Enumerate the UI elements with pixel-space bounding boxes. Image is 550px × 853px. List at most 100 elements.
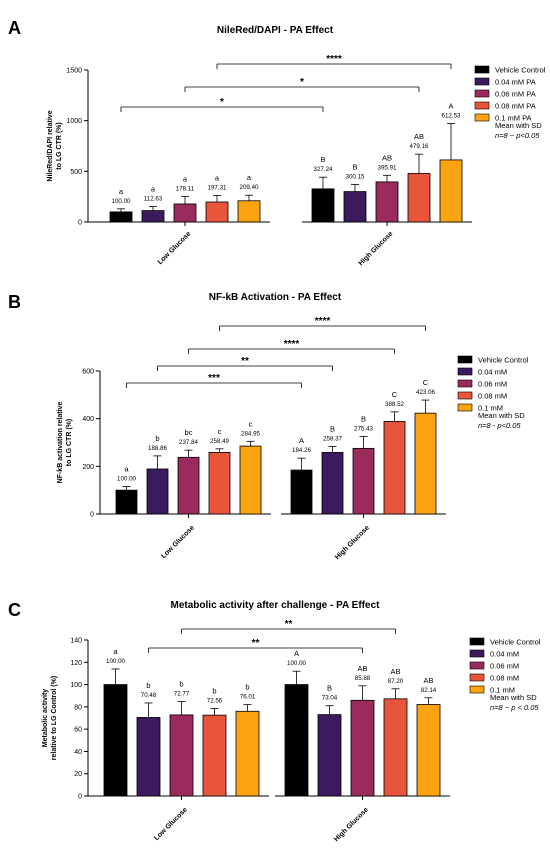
bar [103,684,128,797]
legend-swatch [469,673,485,682]
value-label: 423.06 [416,389,435,396]
significance-letter: A [294,649,299,658]
value-label: 275.43 [354,425,373,432]
significance-letter: B [330,424,335,433]
bar [239,445,262,515]
bar [146,468,169,515]
bar [141,210,165,223]
y-tick-label: 120 [70,660,82,667]
y-axis-label: NileRed/DAPI relative to LG CTR (%) [47,110,63,181]
significance-letter: C [423,378,429,387]
comparison-label: ** [252,638,260,649]
comparison-label: ** [285,619,293,630]
significance-letter: B [320,155,325,164]
significance-letter: c [218,427,222,436]
chart-title: Metabolic activity after challenge - PA … [171,600,381,611]
bar [352,447,375,515]
bar [317,714,342,797]
significance-letter: AB [423,676,433,685]
bar [237,200,261,223]
value-label: 388.52 [385,401,404,408]
significance-letter: a [119,187,124,196]
bar [208,451,231,515]
value-label: 76.01 [240,694,256,701]
value-label: 395.91 [378,164,397,171]
value-label: 73.04 [322,695,338,702]
comparison-label: * [300,77,304,88]
x-group-label: Low Glucose [160,524,196,560]
y-tick-label: 140 [70,638,82,645]
legend-swatch [457,367,473,376]
value-label: 87.20 [388,678,404,685]
y-tick-label: 1000 [66,118,82,125]
bar [235,710,260,797]
significance-letter: b [179,680,183,689]
significance-letter: b [146,681,150,690]
y-tick-label: 20 [74,771,82,778]
significance-letter: A [299,436,304,445]
bar [383,421,406,515]
y-tick-label: 200 [82,464,94,471]
value-label: 237.84 [179,439,198,446]
significance-letter: bc [185,428,193,437]
legend-swatch [474,89,490,98]
value-label: 284.95 [241,430,260,437]
bar [109,211,133,223]
legend-swatch [474,101,490,110]
value-label: 100.00 [117,476,136,483]
comparison-label: **** [315,316,331,327]
legend-swatch [474,113,490,122]
significance-letter: C [392,390,398,399]
y-tick-label: 0 [78,220,82,227]
legend-swatch [469,685,485,694]
legend-label: 0.04 mM PA [495,78,536,87]
value-label: 82.14 [421,687,437,694]
y-tick-label: 0 [78,794,82,801]
significance-letter: AB [414,132,424,141]
significance-letter: a [215,173,220,182]
significance-letter: b [212,686,216,695]
value-label: 100.00 [112,198,131,205]
y-axis-label: Metabolic activity relative to LG Control… [42,676,58,760]
value-label: 85.88 [355,675,371,682]
stats-note-detail: n=8 ~ p<0.05 [495,131,540,140]
y-tick-label: 60 [74,727,82,734]
bar [169,714,194,797]
value-label: 612.53 [442,112,461,119]
legend-label: Vehicle Control [490,638,541,647]
panel-letter-c: C [8,600,21,620]
y-tick-label: 100 [70,682,82,689]
legend-swatch [457,379,473,388]
value-label: 178.11 [176,185,195,192]
panel-letter-b: B [8,292,21,312]
stats-note: Mean with SD [490,693,537,702]
x-group-label: High Glucose [333,806,370,843]
x-group-label: Low Glucose [153,806,189,842]
bar [439,159,463,223]
comparison-label: **** [326,54,342,65]
legend-swatch [457,355,473,364]
significance-letter: B [352,162,357,171]
legend-swatch [469,637,485,646]
value-label: 479.16 [410,143,429,150]
y-tick-label: 80 [74,704,82,711]
legend-label: 0.06 mM [478,380,507,389]
x-group-label: Low Glucose [157,230,193,266]
bar [414,412,437,515]
significance-letter: AB [390,667,400,676]
legend-label: 0.08 mM PA [495,102,536,111]
bar [311,188,335,223]
stats-note: Mean with SD [478,411,525,420]
chart-title: NF-kB Activation - PA Effect [209,292,342,303]
chart-title: NileRed/DAPI - PA Effect [217,25,334,36]
value-label: 100.00 [287,660,306,667]
legend-label: 0.08 mM [478,392,507,401]
bar [416,704,441,797]
value-label: 100.00 [106,658,125,665]
value-label: 72.56 [207,697,223,704]
y-tick-label: 1500 [66,68,82,75]
value-label: 184.26 [292,447,311,454]
panel-letter-a: A [8,18,21,38]
legend-label: Vehicle Control [495,66,546,75]
comparison-label: **** [284,339,300,350]
